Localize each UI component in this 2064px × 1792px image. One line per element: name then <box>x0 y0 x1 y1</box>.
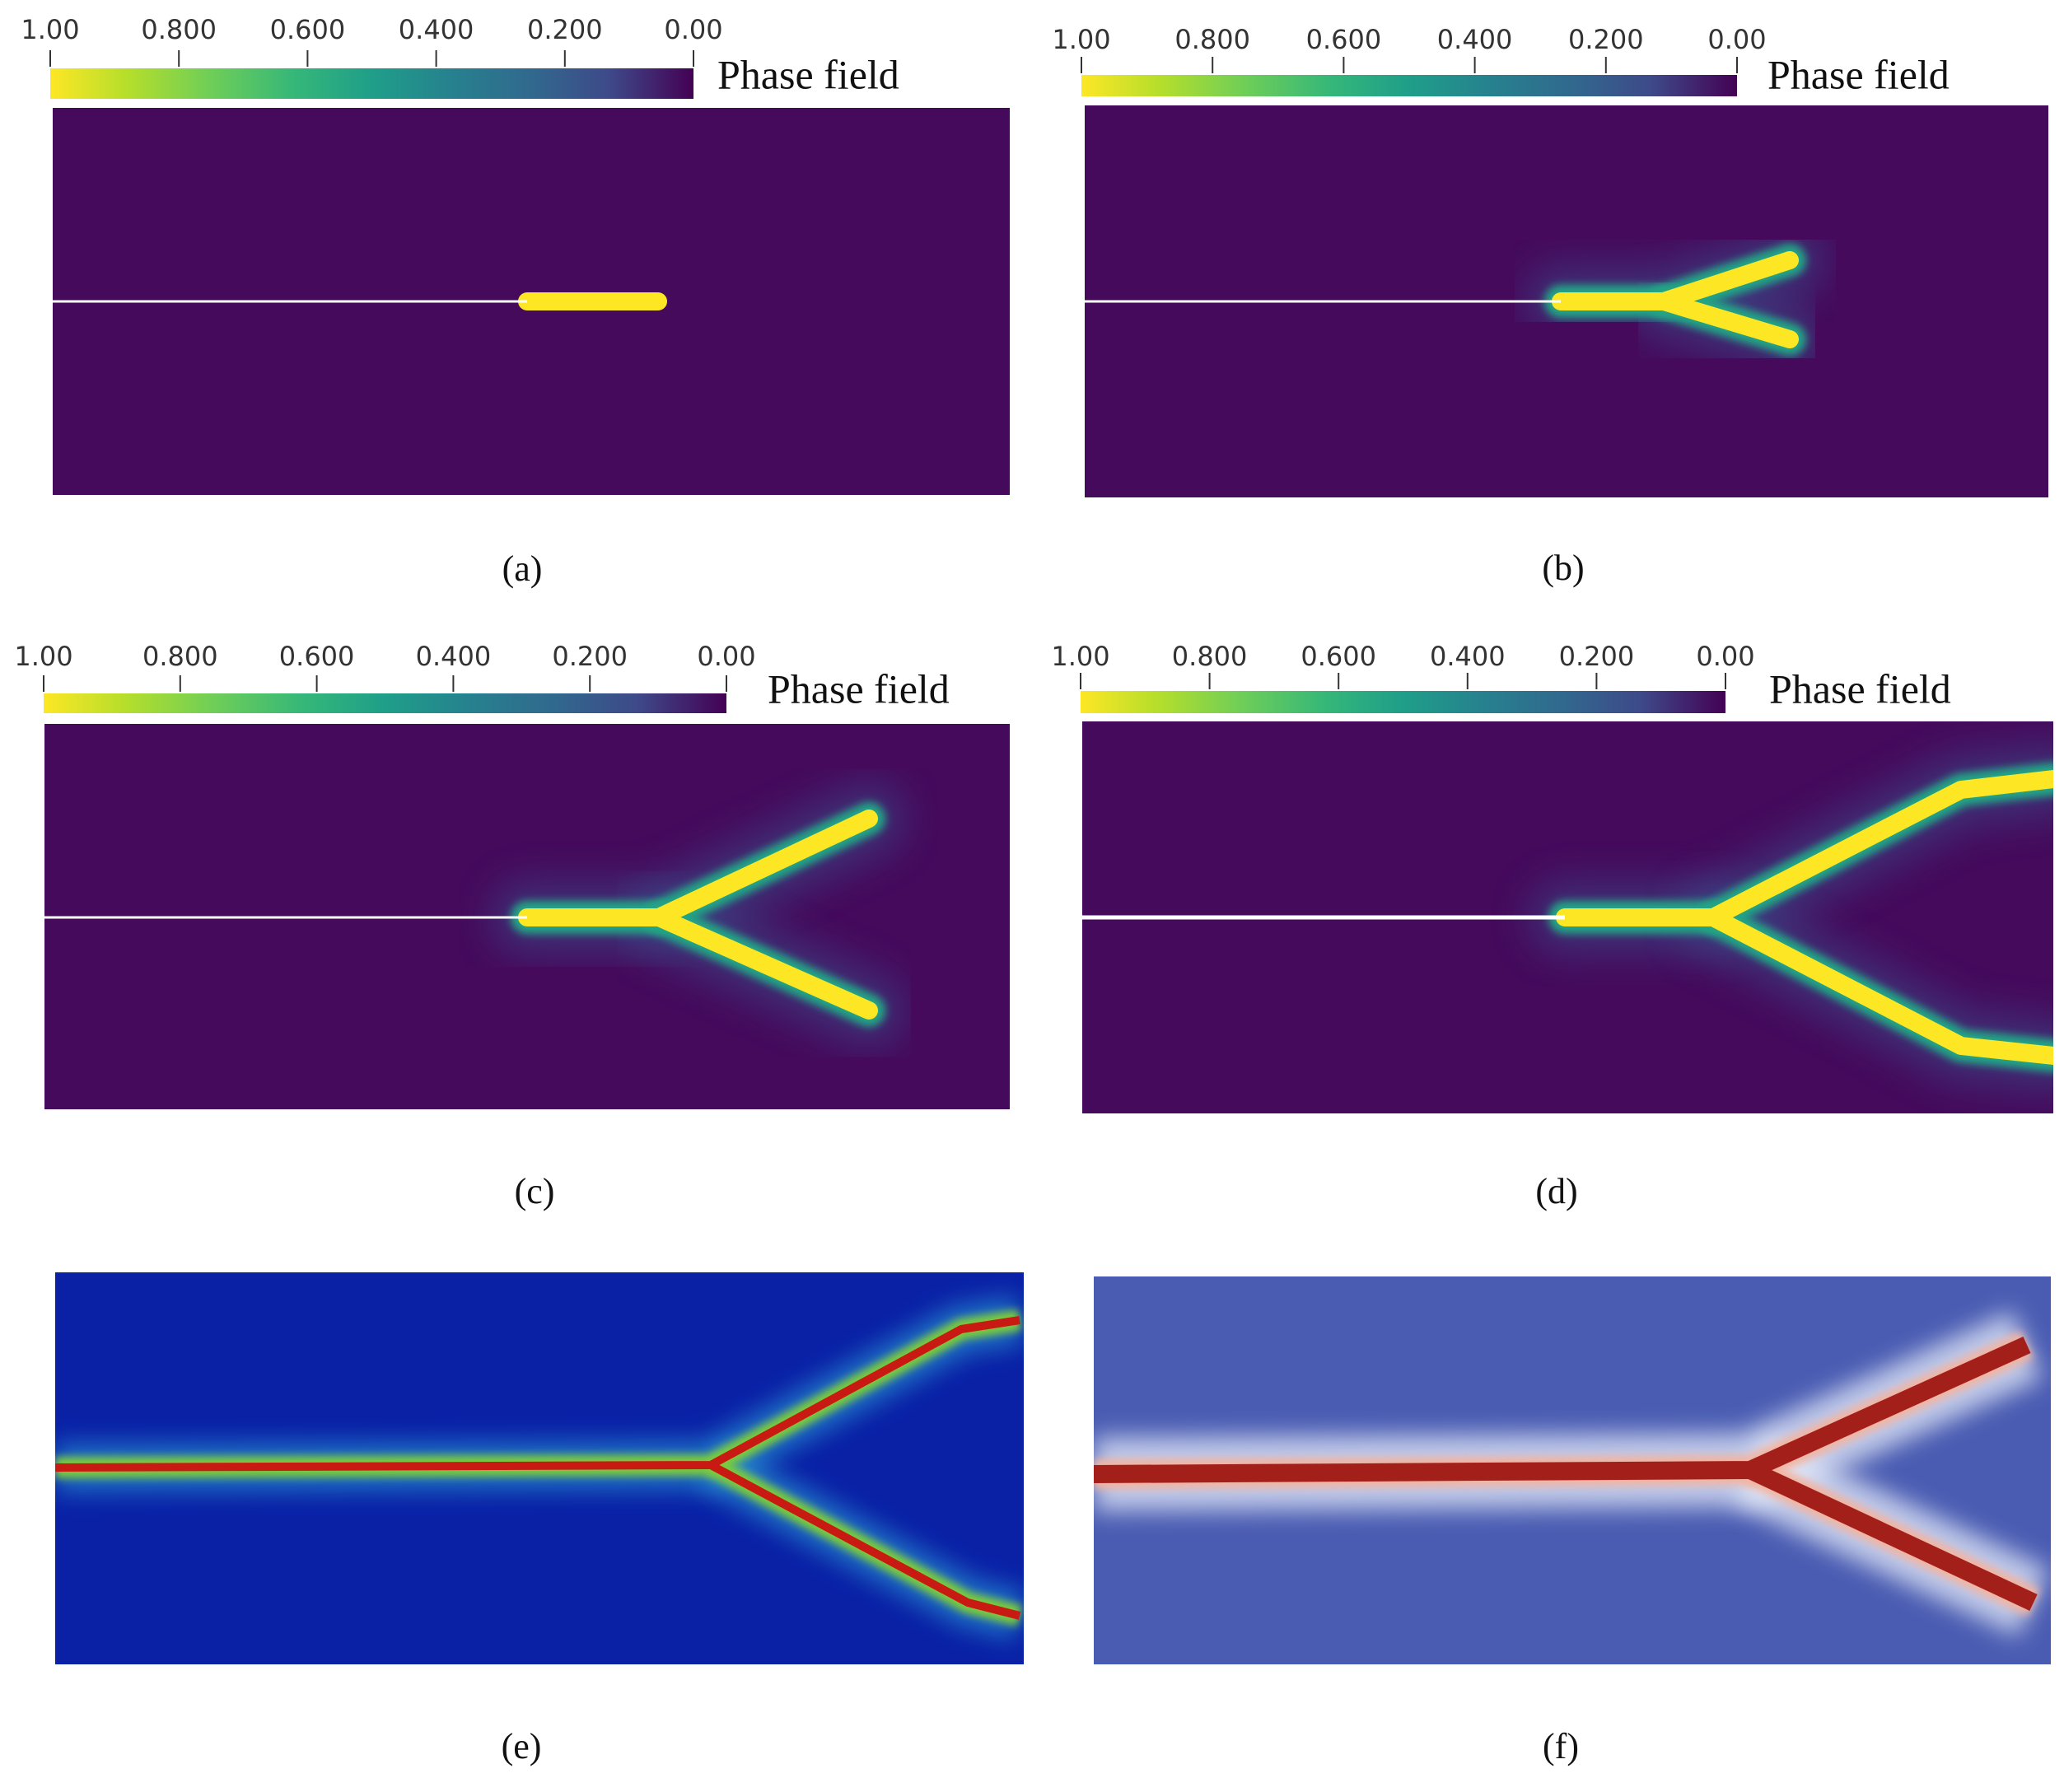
colorbar-tick-label: 1.00 <box>1052 24 1110 55</box>
colorbar-tick-label: 0.00 <box>697 641 755 672</box>
crack <box>1746 1462 2038 1611</box>
colorbar-tick-label: 0.400 <box>1437 24 1513 55</box>
panel: (e) <box>55 1272 1024 1766</box>
colorbar-title: Phase field <box>1767 51 1950 97</box>
field-image <box>44 724 1010 1109</box>
colorbar-tick-label: 0.200 <box>552 641 628 672</box>
colorbar-tick-label: 0.200 <box>1559 641 1635 672</box>
crack <box>1704 908 2053 1065</box>
colorbar-tick-label: 0.00 <box>664 14 722 45</box>
field-image <box>1085 105 2048 497</box>
colorbar-tick-label: 0.00 <box>1696 641 1754 672</box>
colorbar-tick-label: 1.00 <box>14 641 72 672</box>
panel-caption: (b) <box>1542 548 1584 588</box>
colorbar <box>50 68 693 99</box>
colorbar-tick-label: 0.200 <box>1568 24 1644 55</box>
colorbar-tick-label: 0.200 <box>527 14 603 45</box>
colorbar <box>44 693 726 713</box>
colorbar-tick-label: 0.600 <box>270 14 346 45</box>
crack <box>650 908 878 1020</box>
colorbar-tick-label: 0.800 <box>141 14 217 45</box>
colorbar-tick-label: 1.00 <box>1051 641 1109 672</box>
panel: 1.00 0.800 0.600 0.400 0.200 0.00 Phase field (… <box>14 641 1010 1211</box>
colorbar-tick-label: 0.600 <box>1301 641 1376 672</box>
panel: 1.00 0.800 0.600 0.400 0.200 0.00 Phase field (… <box>1051 641 2053 1211</box>
colorbar-tick-label: 0.400 <box>399 14 474 45</box>
field-image <box>1094 1276 2051 1664</box>
crack <box>1655 292 1799 348</box>
panel-caption: (c) <box>515 1171 555 1211</box>
colorbar-tick-label: 0.00 <box>1707 24 1766 55</box>
colorbar-tick-label: 0.400 <box>1430 641 1506 672</box>
panel-caption: (f) <box>1543 1726 1579 1766</box>
panel: 1.00 0.800 0.600 0.400 0.200 0.00 Phase field (… <box>21 14 1010 589</box>
colorbar-tick-label: 0.800 <box>1174 24 1250 55</box>
colorbar-tick-label: 0.600 <box>279 641 355 672</box>
colorbar-title: Phase field <box>1769 665 1951 712</box>
colorbar-title: Phase field <box>717 51 899 97</box>
colorbar-tick-label: 0.800 <box>1172 641 1248 672</box>
field-image <box>1082 721 2053 1113</box>
colorbar-title: Phase field <box>768 665 950 712</box>
colorbar-tick-label: 1.00 <box>21 14 79 45</box>
panel: (f) <box>1094 1276 2051 1766</box>
crack <box>55 1316 1020 1472</box>
colorbar-tick-label: 0.800 <box>142 641 218 672</box>
panel-caption: (d) <box>1535 1171 1577 1211</box>
panel-caption: (e) <box>502 1726 542 1766</box>
colorbar-tick-label: 0.400 <box>416 641 492 672</box>
panel-caption: (a) <box>502 548 543 589</box>
colorbar <box>1081 75 1737 96</box>
crack <box>708 1461 1021 1620</box>
crack <box>1556 770 2053 926</box>
field-image <box>53 108 1010 495</box>
colorbar-tick-label: 0.600 <box>1306 24 1382 55</box>
field-image <box>55 1272 1024 1664</box>
colorbar <box>1081 691 1725 713</box>
